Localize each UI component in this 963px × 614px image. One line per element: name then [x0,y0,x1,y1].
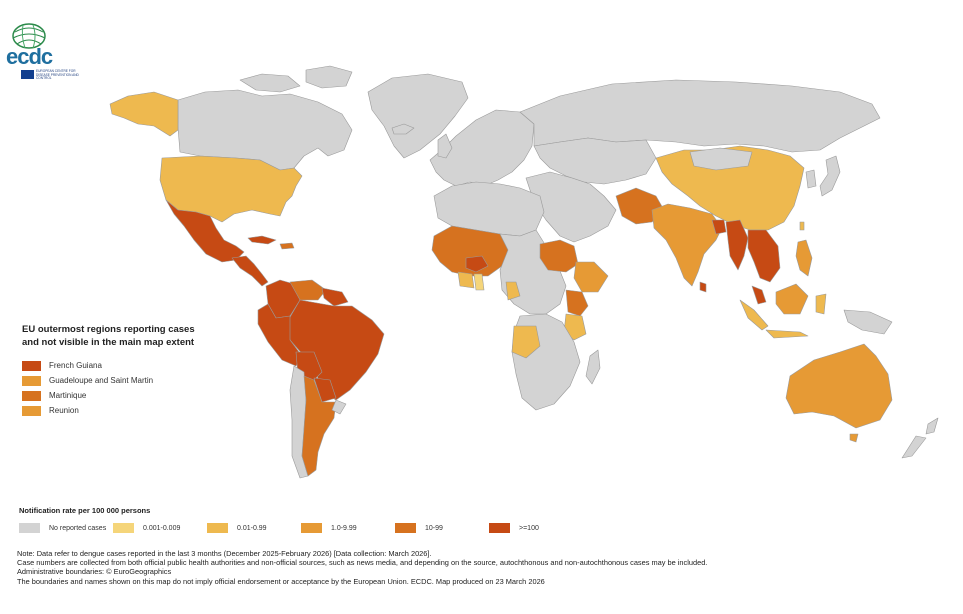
region-sudan [539,239,579,273]
region-madagascar [585,349,601,385]
region-middle-east [525,171,617,243]
note-line: The boundaries and names shown on this m… [17,576,545,586]
region-brazil [285,299,385,401]
region-angola [511,325,541,359]
legend-item: 0.001-0.009 [113,523,207,533]
region-burkina-faso [465,255,489,273]
legend-label: 10-99 [425,524,443,532]
outermost-regions-title: EU outermost regions reporting cases and… [22,324,195,348]
legend-swatch [301,523,322,533]
region-ghana [473,273,485,291]
region-indochina [747,229,781,283]
legend-item: 0.01-0.99 [207,523,301,533]
region-uruguay [331,399,347,415]
outermost-regions-box: EU outermost regions reporting cases and… [22,323,202,418]
region-taiwan [799,221,805,231]
outermost-swatch [22,375,41,386]
note-line: Note: Data refer to dengue cases reporte… [17,549,432,558]
region-greenland [367,73,469,159]
region-venezuela [289,279,327,301]
region-borneo [775,283,809,315]
note-line: Administrative boundaries: © EuroGeograp… [17,567,172,577]
ecdc-globe-icon [12,23,46,49]
legend-label: 1.0-9.99 [331,524,357,532]
region-tasmania [849,433,859,443]
region-central-america [231,255,269,287]
region-philippines [795,239,813,277]
region-canada-islands-2 [305,65,353,89]
outermost-label: Martinique [49,391,87,400]
region-alaska [109,91,179,137]
outermost-item: Guadeloupe and Saint Martin [22,373,202,388]
region-sulawesi [815,293,827,315]
region-argentina [301,375,337,477]
outermost-label: Guadeloupe and Saint Martin [49,376,154,385]
legend-label: 0.001-0.009 [143,524,181,532]
region-mexico [165,199,245,263]
region-new-zealand [925,417,939,435]
region-korea [805,169,817,189]
region-india [651,203,723,287]
legend-title: Notification rate per 100 000 persons [19,506,151,515]
region-ivory-coast [457,271,475,289]
region-sri-lanka [699,281,707,293]
legend-swatch [19,523,40,533]
legend-swatch [489,523,510,533]
region-hispaniola [279,242,295,250]
region-europe [429,109,535,187]
region-cameroon [505,281,521,301]
legend-swatch [207,523,228,533]
outermost-item: Martinique [22,388,202,403]
outermost-swatch [22,360,41,371]
legend-label: >=100 [519,524,539,532]
region-bangladesh [711,219,727,235]
legend-label: No reported cases [49,524,107,532]
legend-item: 1.0-9.99 [301,523,395,533]
outermost-label: French Guiana [49,361,102,370]
legend: No reported cases 0.001-0.009 0.01-0.99 … [19,523,583,533]
legend-item: >=100 [489,523,583,533]
outermost-swatch [22,405,41,416]
region-malaysia [751,285,767,305]
outermost-label: Reunion [49,406,79,415]
notes: Note: Data refer to dengue cases reporte… [17,549,947,586]
region-uk [437,133,453,159]
region-china [655,145,805,231]
region-australia [785,343,893,429]
legend-swatch [395,523,416,533]
legend-item: 10-99 [395,523,489,533]
region-east-africa [565,289,589,317]
legend-item: No reported cases [19,523,113,533]
outermost-swatch [22,390,41,401]
region-guianas [321,287,349,307]
legend-swatch [113,523,134,533]
region-java [765,329,809,339]
ecdc-wordmark: ecdc [6,44,53,69]
region-myanmar [725,219,749,271]
outermost-item: French Guiana [22,358,202,373]
region-new-zealand-south [901,435,927,459]
region-mongolia [689,147,753,171]
region-west-africa [431,225,509,277]
outermost-item: Reunion [22,403,202,418]
region-central-asia [533,137,657,185]
eu-flag-icon [21,70,34,79]
ecdc-logo: ecdc EUROPEAN CENTRE FOR DISEASE PREVENT… [6,22,79,84]
region-ethiopia [573,261,609,293]
region-canada-islands [239,73,301,93]
region-japan [819,155,841,197]
region-sumatra [739,299,769,331]
legend-label: 0.01-0.99 [237,524,267,532]
ecdc-subtitle: EUROPEAN CENTRE FOR DISEASE PREVENTION A… [36,69,79,81]
region-new-guinea [843,309,893,335]
region-iceland [391,123,415,135]
region-cuba [247,235,277,245]
note-line: Case numbers are collected from both off… [17,558,708,568]
